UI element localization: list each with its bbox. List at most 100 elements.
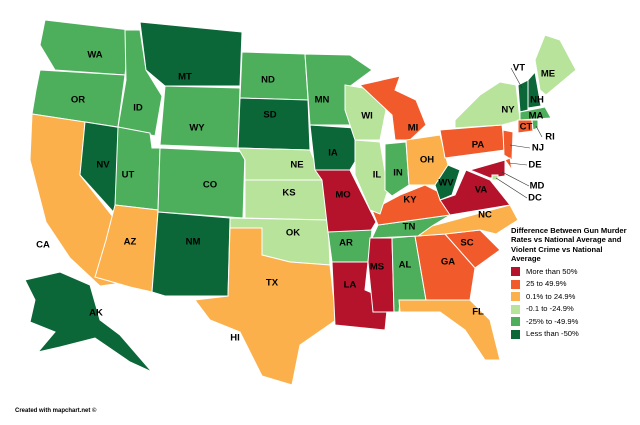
state-label: MA [529, 111, 544, 122]
leader-line [510, 67, 523, 89]
state-label: IL [373, 170, 382, 181]
state [237, 147, 323, 181]
legend-title: Difference Between Gun Murder Rates vs N… [511, 226, 627, 264]
legend-label: More than 50% [526, 266, 578, 276]
state-label: KS [282, 188, 295, 199]
leader-line [508, 162, 528, 166]
state [534, 34, 577, 96]
state [504, 157, 513, 171]
state-label: NY [501, 105, 515, 116]
state-label: FL [472, 307, 484, 318]
state [517, 119, 534, 134]
state-label: NM [186, 237, 201, 248]
state-label: AR [339, 238, 353, 249]
state [416, 204, 519, 237]
legend-swatch [511, 279, 520, 289]
state-label: MO [335, 190, 350, 201]
legend-item: Less than -50% [511, 329, 633, 339]
state-label: NC [478, 210, 492, 221]
legend: Difference Between Gun Murder Rates vs N… [511, 226, 633, 339]
state [354, 139, 389, 215]
state-label: ID [133, 103, 143, 114]
state [491, 174, 499, 181]
state-label: WI [361, 111, 373, 122]
state [468, 159, 506, 179]
state [114, 126, 161, 211]
state-label: VA [475, 185, 488, 196]
state-label: NE [290, 160, 303, 171]
state-label: NH [530, 95, 544, 106]
legend-swatch [511, 317, 520, 327]
state-label: IA [328, 148, 338, 159]
legend-swatch [511, 267, 520, 277]
legend-item: -0.1 to -24.9% [511, 304, 633, 314]
state [517, 79, 529, 113]
state-label: UT [122, 170, 135, 181]
state [24, 271, 153, 373]
state [139, 21, 243, 87]
state [367, 237, 395, 313]
state [244, 179, 329, 221]
state-label: TN [403, 222, 416, 233]
state-label: WV [438, 178, 454, 189]
state-label: WY [189, 123, 205, 134]
legend-swatch [511, 329, 520, 339]
state-label: GA [441, 257, 455, 268]
legend-label: 25 to 49.9% [526, 279, 567, 289]
legend-item: -25% to -49.9% [511, 316, 633, 327]
state-label: PA [472, 140, 485, 151]
state [439, 169, 511, 216]
state [519, 106, 552, 121]
state-label: AK [89, 308, 103, 319]
state-label: VT [513, 63, 525, 74]
state-label: IN [393, 168, 403, 179]
legend-label: Less than -50% [526, 329, 579, 339]
state [237, 97, 311, 151]
state-label: DC [528, 193, 542, 204]
state-label: TX [266, 278, 279, 289]
state-label: MD [530, 181, 545, 192]
state [384, 141, 410, 197]
legend-item: More than 50% [511, 266, 633, 277]
state [94, 204, 159, 293]
state-label: SD [263, 110, 276, 121]
state [358, 75, 427, 141]
leader-line [495, 177, 528, 199]
state-label: AZ [124, 237, 137, 248]
state [527, 70, 542, 109]
state-label: ND [261, 75, 275, 86]
state [159, 85, 241, 149]
legend-item: 25 to 49.9% [511, 279, 633, 289]
legend-label: -25% to -49.9% [526, 316, 579, 326]
legend-swatch [511, 304, 520, 314]
state-label: LA [344, 280, 357, 291]
state-label: AL [399, 260, 412, 271]
state-label: SC [460, 238, 473, 249]
state-label: ME [541, 69, 555, 80]
state-label: CO [203, 180, 217, 191]
state [39, 19, 131, 76]
state-label: OH [420, 155, 434, 166]
footer: Created with mapchart.net © [15, 408, 97, 414]
state [168, 333, 232, 374]
state [194, 227, 337, 386]
leader-line [535, 125, 543, 138]
state-label: NV [96, 160, 110, 171]
state-label: OK [286, 228, 300, 239]
legend-label: 0.1% to 24.9% [526, 291, 576, 301]
state [398, 299, 501, 361]
state-label: MS [370, 262, 384, 273]
state-label: CA [36, 240, 50, 251]
state-label: MI [408, 123, 419, 134]
legend-label: -0.1 to -24.9% [526, 304, 574, 314]
legend-item: 0.1% to 24.9% [511, 291, 633, 302]
state-label: WA [87, 50, 102, 61]
state-label: CT [520, 122, 533, 133]
leader-line [509, 144, 531, 149]
state [502, 129, 514, 161]
state [151, 211, 231, 297]
state-label: MN [315, 95, 330, 106]
state [314, 169, 377, 233]
legend-swatch [511, 292, 520, 302]
